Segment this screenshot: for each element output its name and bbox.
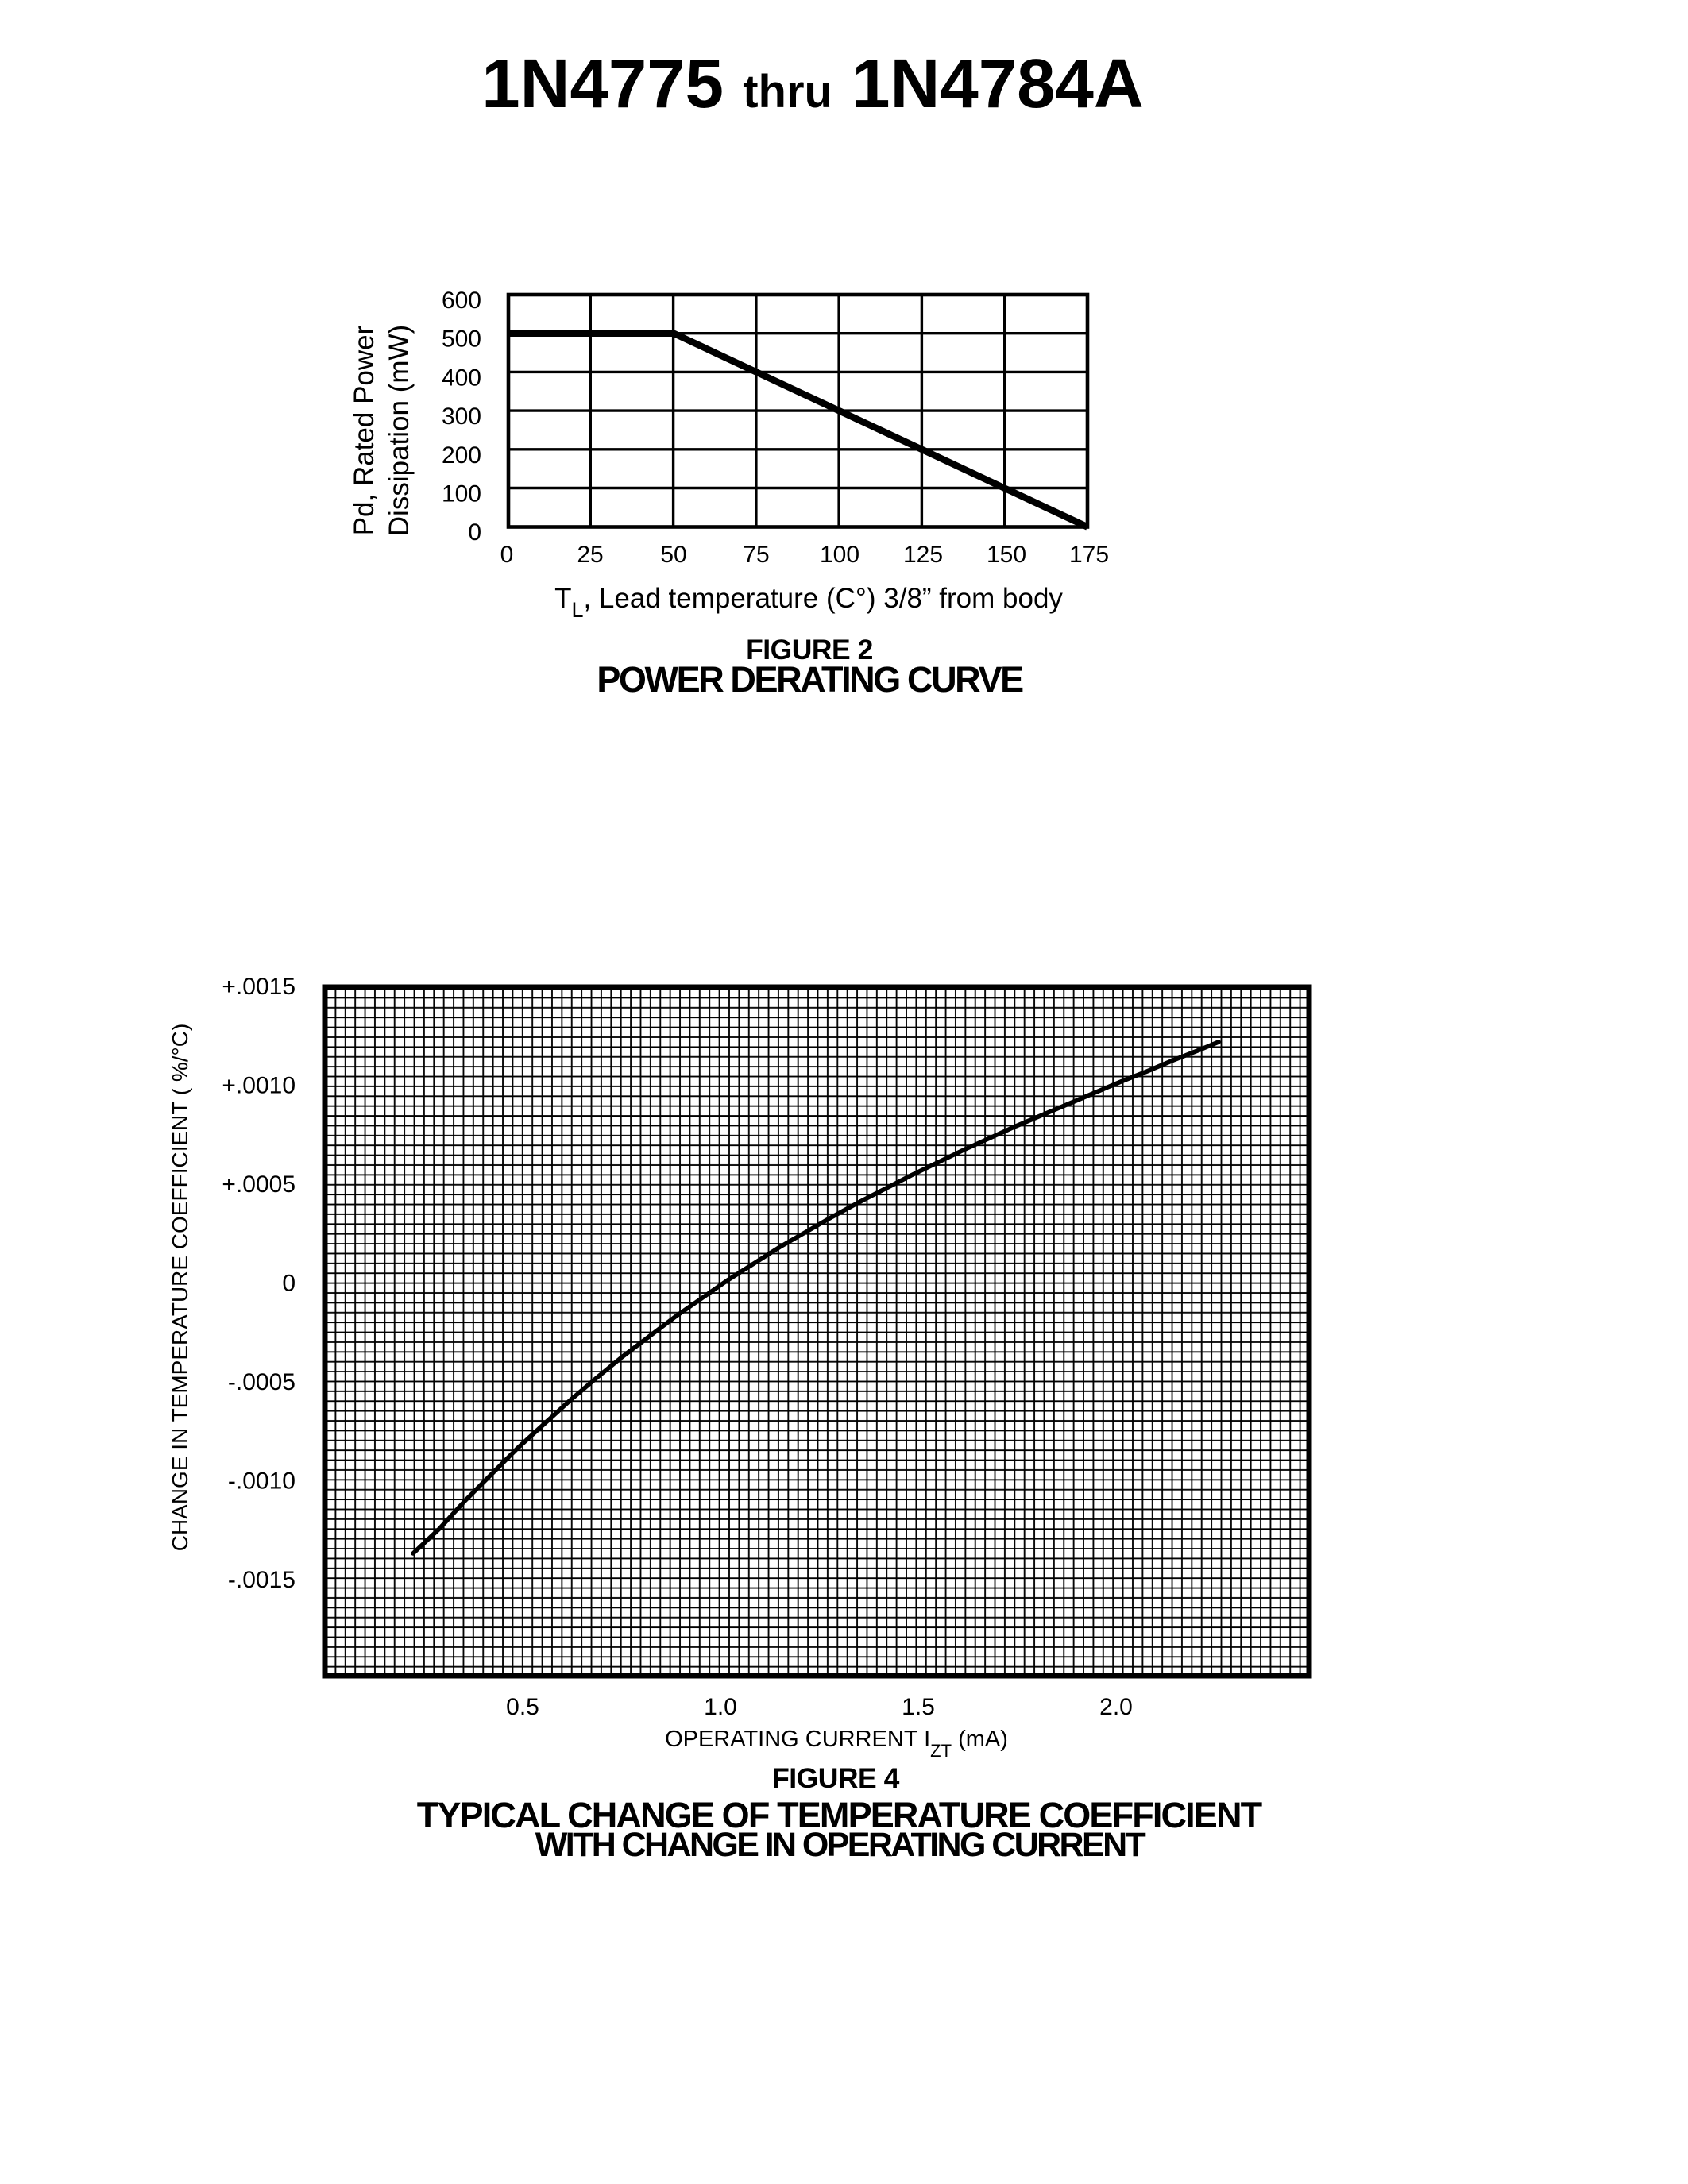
svg-text:100: 100 xyxy=(820,542,859,568)
svg-text:0: 0 xyxy=(468,519,481,546)
svg-text:300: 300 xyxy=(442,403,481,430)
svg-text:-.0005: -.0005 xyxy=(228,1369,295,1395)
svg-text:-.0010: -.0010 xyxy=(228,1468,295,1495)
svg-text:WITH CHANGE IN OPERATING CURRE: WITH CHANGE IN OPERATING CURRENT xyxy=(535,1826,1146,1864)
svg-text:+.0010: +.0010 xyxy=(222,1073,295,1099)
svg-text:FIGURE 2: FIGURE 2 xyxy=(746,634,873,666)
svg-text:CHANGE IN TEMPERATURE COEFFICI: CHANGE IN TEMPERATURE COEFFICIENT ( %/°C… xyxy=(168,1024,192,1552)
svg-text:500: 500 xyxy=(442,326,481,353)
svg-text:+.0005: +.0005 xyxy=(222,1171,295,1198)
svg-text:0.5: 0.5 xyxy=(506,1694,539,1720)
svg-text:200: 200 xyxy=(442,442,481,469)
svg-text:75: 75 xyxy=(743,542,769,568)
svg-text:0: 0 xyxy=(500,542,514,568)
svg-text:1.5: 1.5 xyxy=(902,1694,935,1720)
svg-text:600: 600 xyxy=(442,287,481,314)
svg-text:0: 0 xyxy=(282,1271,295,1297)
svg-text:Pd, Rated Power: Pd, Rated Power xyxy=(349,325,380,535)
svg-text:+.0015: +.0015 xyxy=(222,974,295,1000)
svg-text:1.0: 1.0 xyxy=(704,1694,737,1720)
svg-text:100: 100 xyxy=(442,481,481,507)
svg-text:POWER DERATING CURVE: POWER DERATING CURVE xyxy=(597,659,1023,700)
svg-text:175: 175 xyxy=(1069,542,1109,568)
svg-text:-.0015: -.0015 xyxy=(228,1567,295,1593)
svg-text:Dissipation (mW): Dissipation (mW) xyxy=(384,325,415,536)
svg-text:2.0: 2.0 xyxy=(1099,1694,1133,1720)
svg-text:125: 125 xyxy=(903,542,943,568)
svg-text:50: 50 xyxy=(660,542,686,568)
svg-text:TYPICAL CHANGE OF TEMPERATURE: TYPICAL CHANGE OF TEMPERATURE COEFFICIEN… xyxy=(417,1795,1262,1835)
svg-text:400: 400 xyxy=(442,365,481,391)
svg-text:25: 25 xyxy=(577,542,603,568)
svg-text:150: 150 xyxy=(987,542,1026,568)
svg-text:FIGURE 4: FIGURE 4 xyxy=(772,1762,899,1794)
